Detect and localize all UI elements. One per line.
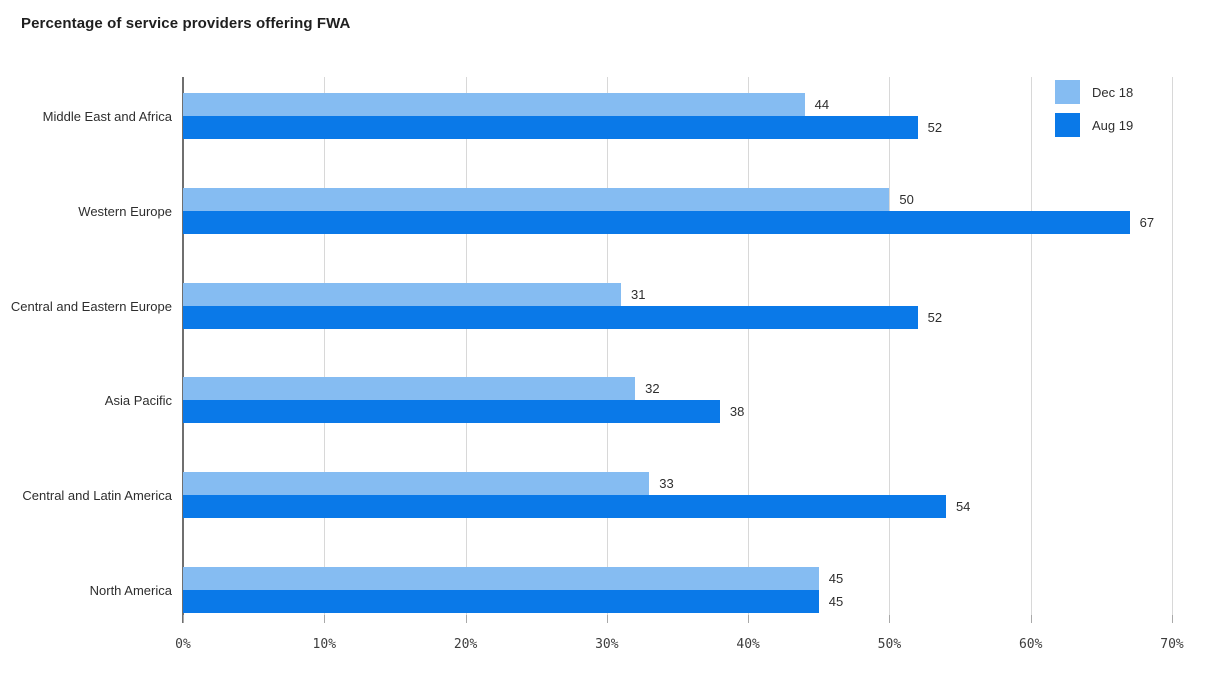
bar-value-label: 44 [814, 97, 830, 112]
bar-dec-18 [183, 188, 890, 211]
x-tick-label: 60% [1018, 637, 1043, 652]
x-tick [324, 615, 326, 623]
legend-item-aug19: Aug 19 [1055, 113, 1133, 137]
chart-title: Percentage of service providers offering… [21, 15, 351, 32]
bar-value-label: 54 [955, 499, 971, 514]
x-tick [889, 615, 891, 623]
x-tick [606, 615, 608, 623]
bar-dec-18 [183, 377, 636, 400]
category-label: Central and Eastern Europe [10, 298, 172, 314]
bar-aug-19 [183, 211, 1130, 234]
x-tick-label: 40% [736, 637, 760, 652]
bar-value-label: 32 [645, 381, 660, 396]
bar-row: Asia Pacific 32 38 [105, 377, 1172, 423]
bar-aug-19 [183, 400, 720, 423]
x-tick-label: 0% [175, 637, 191, 652]
x-gridline [1030, 77, 1032, 615]
category-label: Middle East and Africa [42, 108, 172, 124]
x-tick-label: 70% [1160, 637, 1184, 652]
bar-row: Central and Latin America 33 54 [22, 472, 1172, 518]
bar-row: North America 45 45 [90, 567, 1172, 613]
bar-value-label: 45 [828, 594, 844, 609]
bar-dec-18 [183, 567, 819, 590]
bar-value-label: 52 [927, 120, 943, 135]
category-label: Central and Latin America [22, 487, 172, 503]
bar-row: Central and Eastern Europe 31 52 [11, 283, 1172, 329]
legend-label-dec18: Dec 18 [1092, 84, 1134, 100]
bar-value-label: 45 [828, 571, 844, 586]
bar-dec-18 [183, 283, 621, 306]
bar-value-label: 67 [1139, 215, 1155, 230]
bar-dec-18 [183, 472, 650, 495]
x-tick [1030, 615, 1032, 623]
legend-swatch-aug19 [1055, 113, 1080, 137]
plot-area: 0% 10% 20% 30% 40% 50% 60% 70% Middle East and … [11, 77, 1184, 652]
x-tick [1172, 615, 1173, 623]
y-axis-line [182, 77, 184, 623]
x-gridline [324, 77, 326, 615]
category-label: North America [89, 582, 172, 598]
bar-aug-19 [183, 495, 946, 518]
x-tick [183, 615, 184, 623]
legend-swatch-dec18 [1055, 80, 1080, 104]
bar-value-label: 31 [630, 287, 646, 302]
x-gridline [606, 77, 608, 615]
x-tick-label: 50% [877, 637, 902, 652]
x-tick-label: 10% [312, 637, 337, 652]
category-label: Western Europe [78, 203, 172, 219]
bar-aug-19 [183, 590, 819, 613]
bar-value-label: 52 [927, 310, 943, 325]
bar-row: Western Europe 50 67 [78, 188, 1172, 234]
bar-value-label: 50 [899, 192, 914, 207]
legend-item-dec18: Dec 18 [1055, 80, 1133, 104]
bar-row: Middle East and Africa 44 52 [43, 93, 1172, 139]
bar-value-label: 33 [659, 476, 674, 491]
x-tick-label: 20% [453, 637, 478, 652]
bar-dec-18 [183, 93, 805, 116]
x-tick-label: 30% [595, 637, 619, 652]
x-tick [748, 615, 750, 623]
legend-label-aug19: Aug 19 [1092, 117, 1134, 133]
legend: Dec 18 Aug 19 [1055, 80, 1133, 137]
bar-aug-19 [183, 306, 918, 329]
x-gridline [748, 77, 750, 615]
x-gridline [889, 77, 891, 615]
category-label: Asia Pacific [104, 392, 172, 408]
bar-aug-19 [183, 116, 918, 139]
x-gridline [1172, 77, 1173, 615]
bar-value-label: 38 [729, 404, 745, 419]
x-gridline [465, 77, 467, 615]
x-tick [465, 615, 467, 623]
